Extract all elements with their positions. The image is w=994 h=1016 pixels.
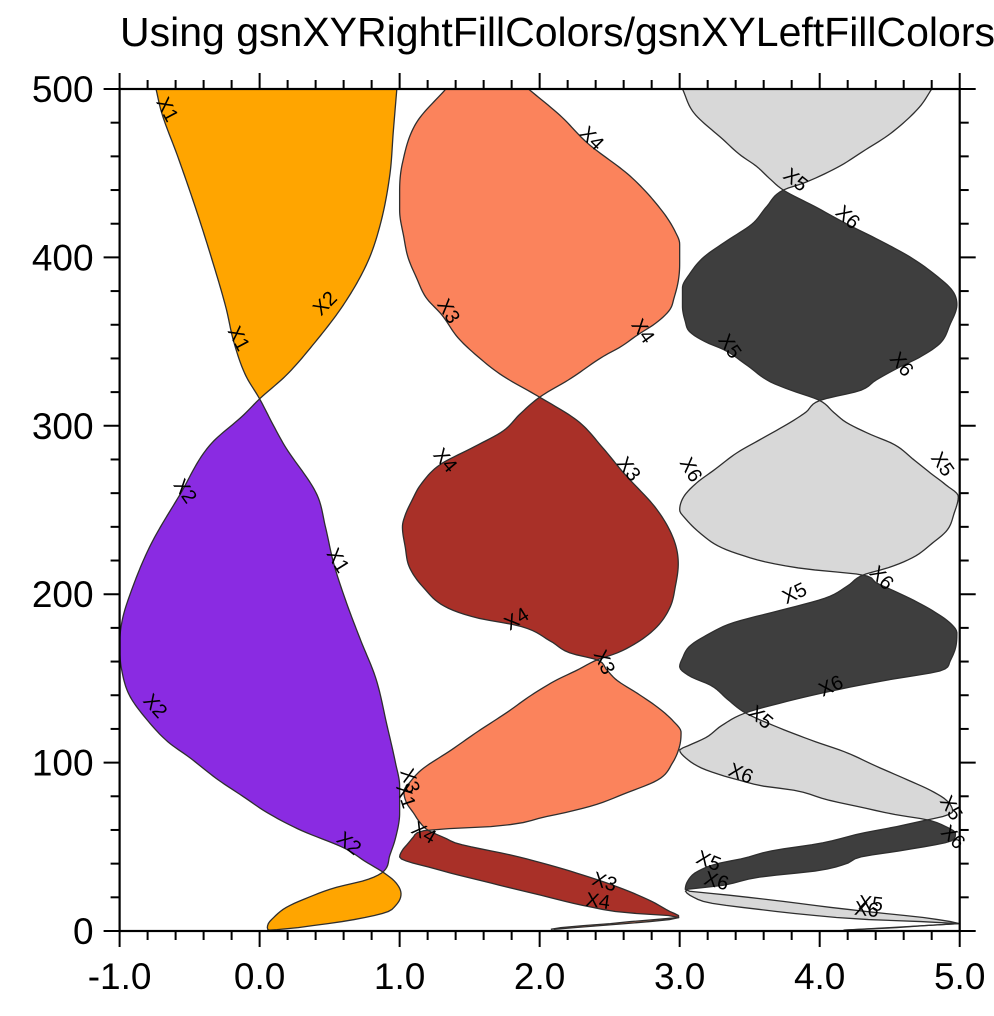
- fill-region-pair3-seg5: [685, 819, 956, 891]
- x-tick-label: 5.0: [934, 956, 985, 997]
- fill-region-pair3-seg3: [679, 575, 957, 713]
- line-label-X5: X5: [857, 892, 884, 916]
- axes: -1.0 0.0 1.0 2.0 3.0 4.0 5.0 0 100 200 300 400 500: [32, 69, 986, 997]
- curve-X1: [155, 89, 401, 931]
- fill-region-pair1-seg2: [267, 872, 402, 931]
- x-tick-label: 4.0: [794, 956, 845, 997]
- fill-region-pair3-seg0: [682, 89, 932, 191]
- x-axis-labels: -1.0 0.0 1.0 2.0 3.0 4.0 5.0: [88, 956, 986, 997]
- fill-region-pair2-seg0: [399, 89, 680, 398]
- y-tick-label: 200: [32, 574, 94, 615]
- x-tick-label: -1.0: [88, 956, 152, 997]
- fill-region-pair1-seg1: [119, 398, 400, 873]
- y-tick-label: 100: [32, 743, 94, 784]
- curve-X4: [398, 89, 682, 930]
- line-label-X6: X6: [853, 898, 880, 922]
- curve-X6: [678, 89, 960, 931]
- fill-region-pair3-seg2: [679, 400, 959, 575]
- fill-region-pair2-seg3: [399, 829, 680, 918]
- fill-region-pair1-seg0: [156, 89, 397, 399]
- x-tick-label: 3.0: [654, 956, 705, 997]
- x-tick-label: 1.0: [374, 956, 425, 997]
- fill-region-pair3-seg1: [682, 190, 957, 401]
- y-tick-label: 400: [32, 237, 94, 278]
- plot-frame: [118, 87, 961, 933]
- chart-title: Using gsnXYRightFillColors/gsnXYLeftFill…: [120, 9, 994, 55]
- curve-X3: [398, 89, 680, 930]
- y-tick-label: 0: [73, 911, 94, 952]
- curve-X2: [119, 89, 402, 931]
- curve-X5: [679, 89, 960, 931]
- x-tick-label: 0.0: [234, 956, 285, 997]
- x-tick-label: 2.0: [514, 956, 565, 997]
- y-axis-labels: 0 100 200 300 400 500: [32, 69, 94, 952]
- fill-region-pair3-seg4: [679, 712, 953, 820]
- y-tick-label: 500: [32, 69, 94, 110]
- fill-region-pair2-seg2: [403, 659, 682, 830]
- y-tick-label: 300: [32, 406, 94, 447]
- fill-region-pair2-seg1: [402, 397, 679, 660]
- curves: [119, 89, 960, 931]
- tick-marks: [103, 73, 976, 947]
- line-label-X4: X4: [584, 889, 611, 914]
